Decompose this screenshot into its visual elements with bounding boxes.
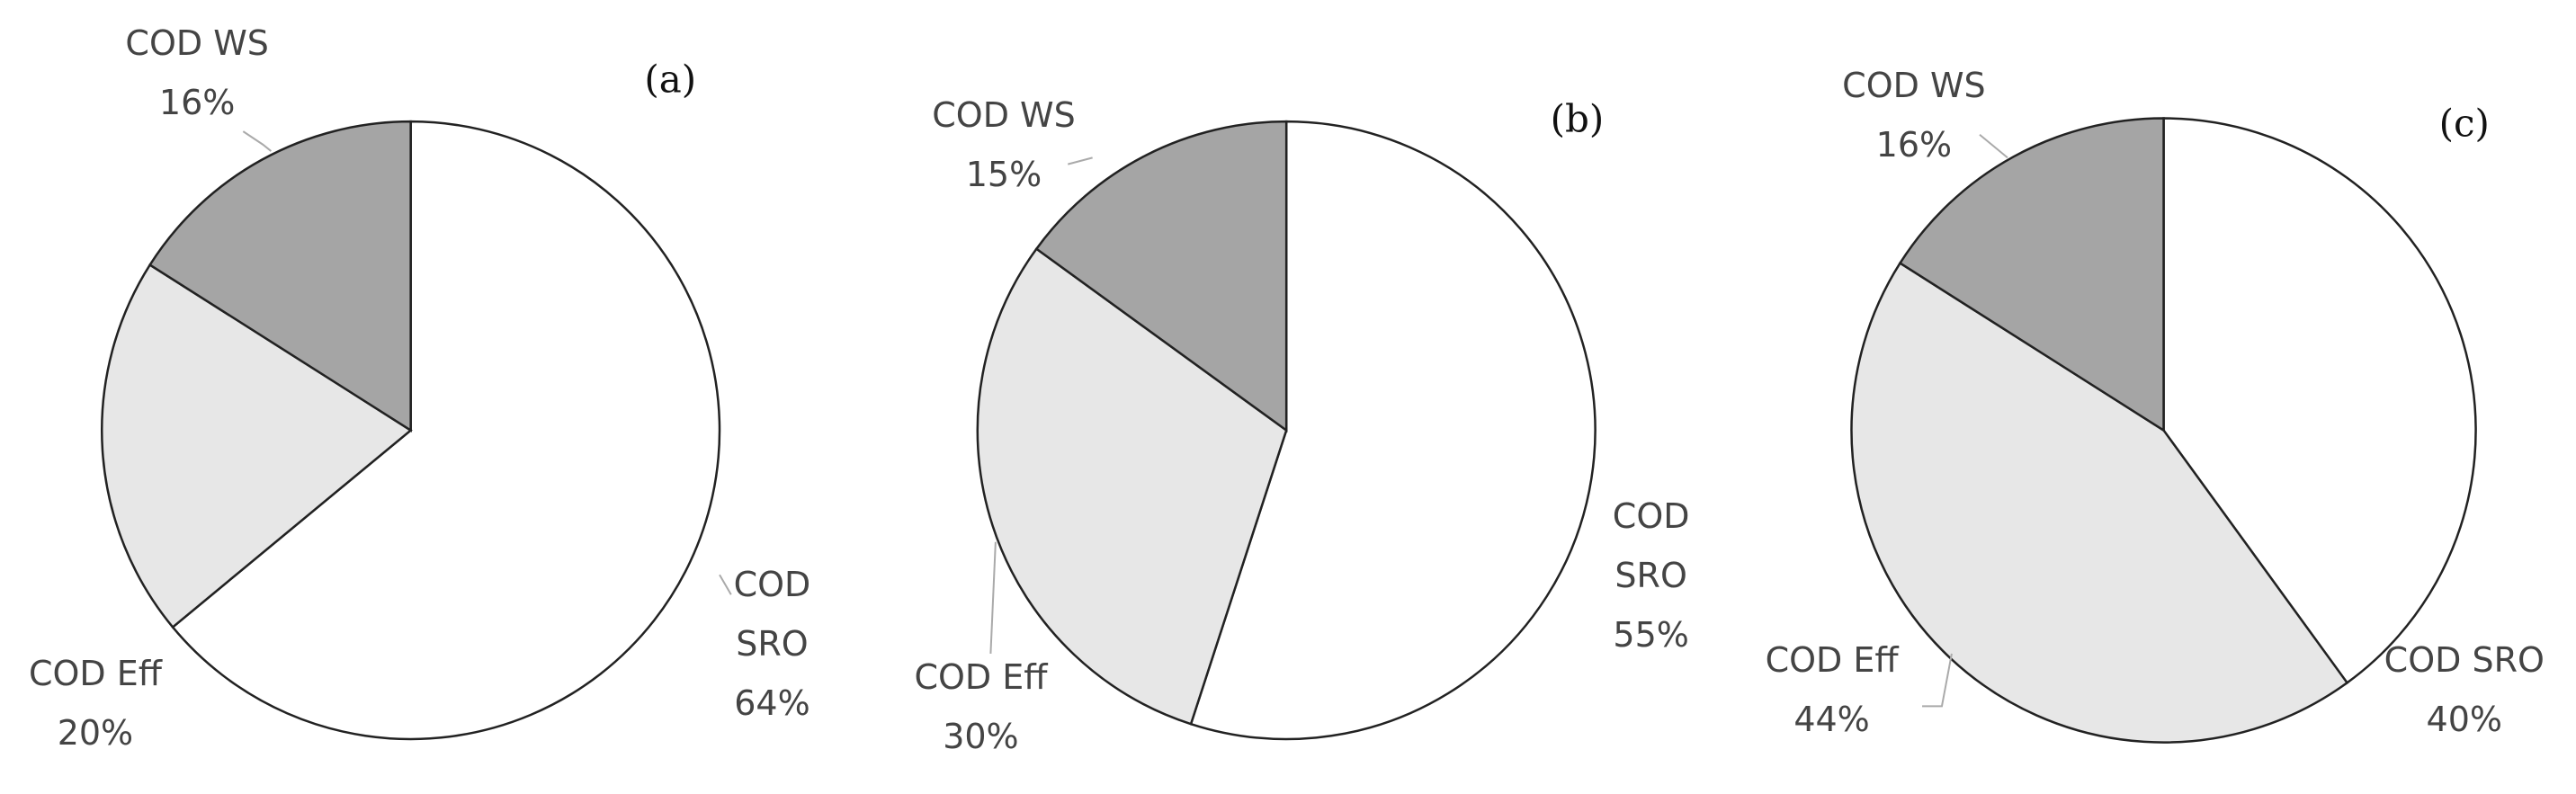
value-label: 40% (2426, 700, 2503, 740)
pie-slice (1034, 120, 1288, 433)
pie-slice (1898, 117, 2165, 433)
pie-slice (1189, 120, 1597, 741)
chart-title: (a) (644, 57, 697, 102)
pie-slice (148, 120, 412, 433)
pie-slice (171, 120, 721, 741)
value-label: 16% (1875, 125, 1953, 165)
value-label: 44% (1793, 700, 1870, 740)
category-label: COD SRO (1612, 495, 1690, 595)
category-label: COD SRO (2384, 640, 2545, 681)
data-label: COD SRO 55% (1602, 486, 1701, 665)
pie-slice (1850, 261, 2349, 744)
chart-title: (c) (2438, 101, 2490, 146)
value-label: 30% (943, 716, 1019, 756)
value-label: 20% (57, 713, 134, 753)
data-label: COD SRO 64% (723, 555, 822, 733)
category-label: COD SRO (733, 565, 811, 665)
chart-title: (b) (1550, 96, 1605, 140)
category-label: COD WS (125, 22, 269, 63)
category-label: COD WS (1842, 66, 1986, 106)
leader-line (1922, 653, 1953, 708)
category-label: COD Eff (28, 654, 162, 693)
leader-line (242, 130, 273, 152)
value-label: 55% (1613, 614, 1689, 655)
data-label: COD Eff 30% (801, 647, 1162, 766)
pie-slice (101, 263, 413, 629)
value-label: 64% (734, 683, 810, 724)
leader-line (719, 574, 732, 595)
data-label: COD Eff 20% (0, 644, 276, 763)
category-label: COD Eff (1765, 640, 1899, 681)
leader-line (989, 541, 997, 655)
pie-slice (976, 246, 1288, 726)
leader-line (1979, 134, 2008, 159)
data-label: COD Eff 44% (1651, 630, 2013, 749)
data-label: COD SRO 40% (2267, 630, 2576, 749)
data-label: COD WS 15% (823, 85, 1185, 204)
category-label: COD Eff (914, 656, 1048, 697)
category-label: COD WS (932, 94, 1076, 135)
data-label: COD WS 16% (1733, 56, 2095, 174)
pie-slice (2162, 117, 2477, 685)
leader-line (1067, 156, 1093, 165)
value-label: 15% (965, 154, 1042, 194)
value-label: 16% (158, 82, 236, 122)
data-label: COD WS 16% (16, 13, 378, 132)
